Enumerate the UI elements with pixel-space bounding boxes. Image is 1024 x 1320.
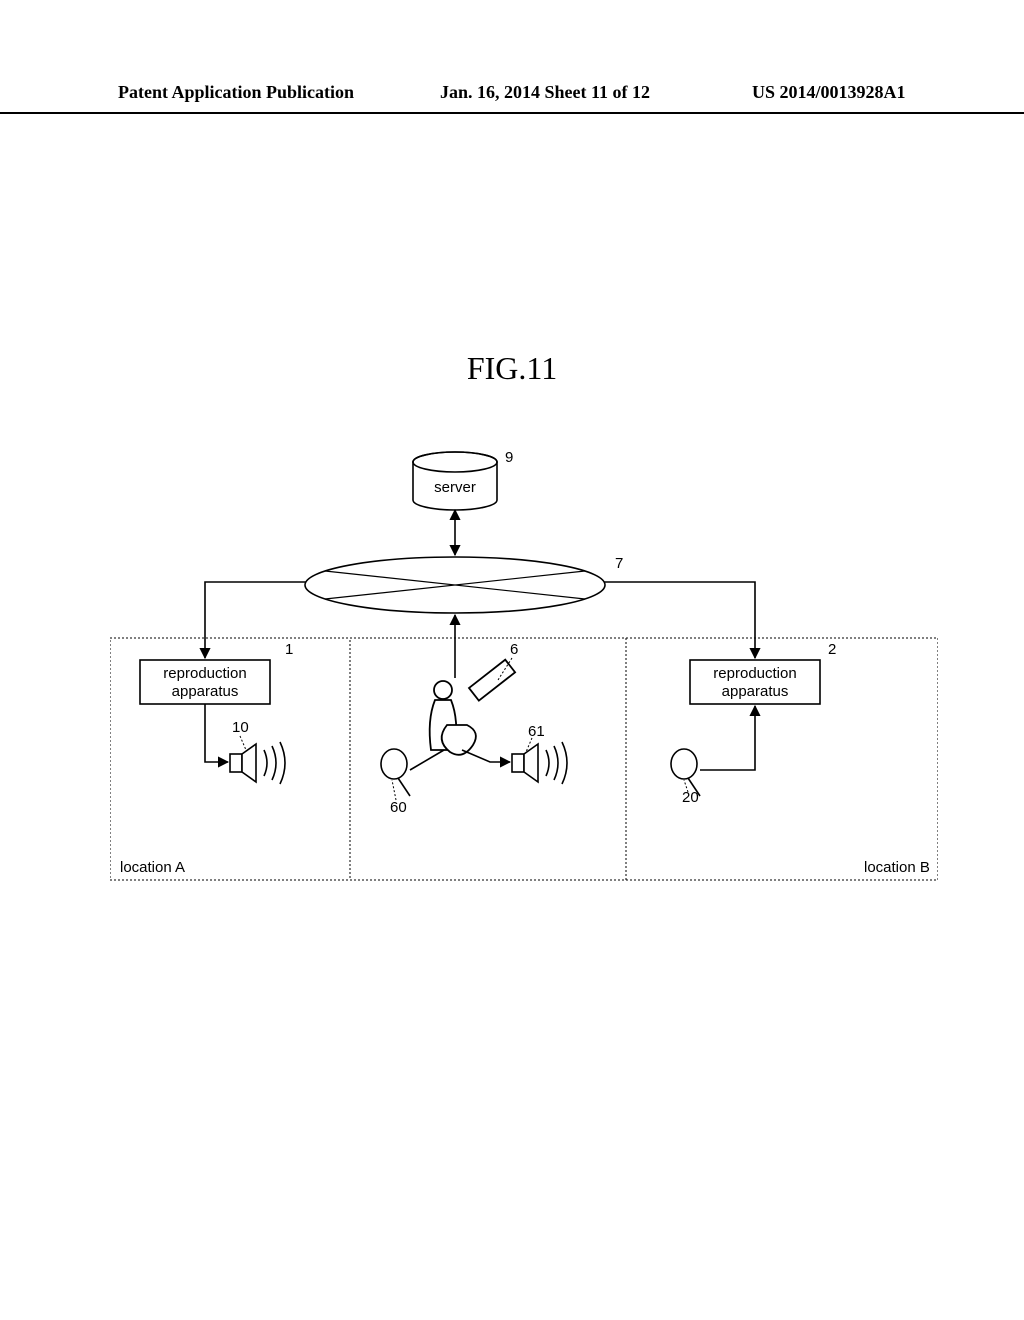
label-60: 60 <box>390 799 407 816</box>
network-node <box>305 557 605 613</box>
server-label: server <box>434 479 476 496</box>
label-1: 1 <box>285 641 293 658</box>
link-repro1-spk <box>205 704 228 762</box>
link-spk61 <box>462 750 510 762</box>
repro-apparatus-2: reproduction apparatus <box>690 660 820 704</box>
label-61: 61 <box>528 723 545 740</box>
svg-text:reproduction: reproduction <box>163 665 246 682</box>
figure-diagram: server 9 7 location A location B reprodu… <box>110 440 938 890</box>
header-patent-number: US 2014/0013928A1 <box>752 82 906 103</box>
location-a-label: location A <box>120 859 185 876</box>
svg-text:apparatus: apparatus <box>172 683 239 700</box>
link-mic20-repro2 <box>700 706 755 770</box>
speaker-10-icon <box>230 742 285 784</box>
figure-title: FIG.11 <box>0 350 1024 387</box>
svg-text:apparatus: apparatus <box>722 683 789 700</box>
server-node: server <box>413 452 497 510</box>
link-net-repro2 <box>604 582 755 658</box>
label-7: 7 <box>615 555 623 572</box>
link-mic60 <box>410 750 444 770</box>
label-9: 9 <box>505 449 513 466</box>
label-10: 10 <box>232 719 249 736</box>
page-header: Patent Application Publication Jan. 16, … <box>0 82 1024 114</box>
speaker-61-icon <box>512 742 567 784</box>
location-b-box <box>350 638 938 880</box>
label-6: 6 <box>510 641 518 658</box>
svg-text:reproduction: reproduction <box>713 665 796 682</box>
person-guitar-icon <box>430 660 515 755</box>
location-b-label: location B <box>864 859 930 876</box>
header-date-sheet: Jan. 16, 2014 Sheet 11 of 12 <box>440 82 650 103</box>
repro-apparatus-1: reproduction apparatus <box>140 660 270 704</box>
header-publication: Patent Application Publication <box>118 82 354 103</box>
microphone-60-icon <box>381 749 410 796</box>
label-2: 2 <box>828 641 836 658</box>
